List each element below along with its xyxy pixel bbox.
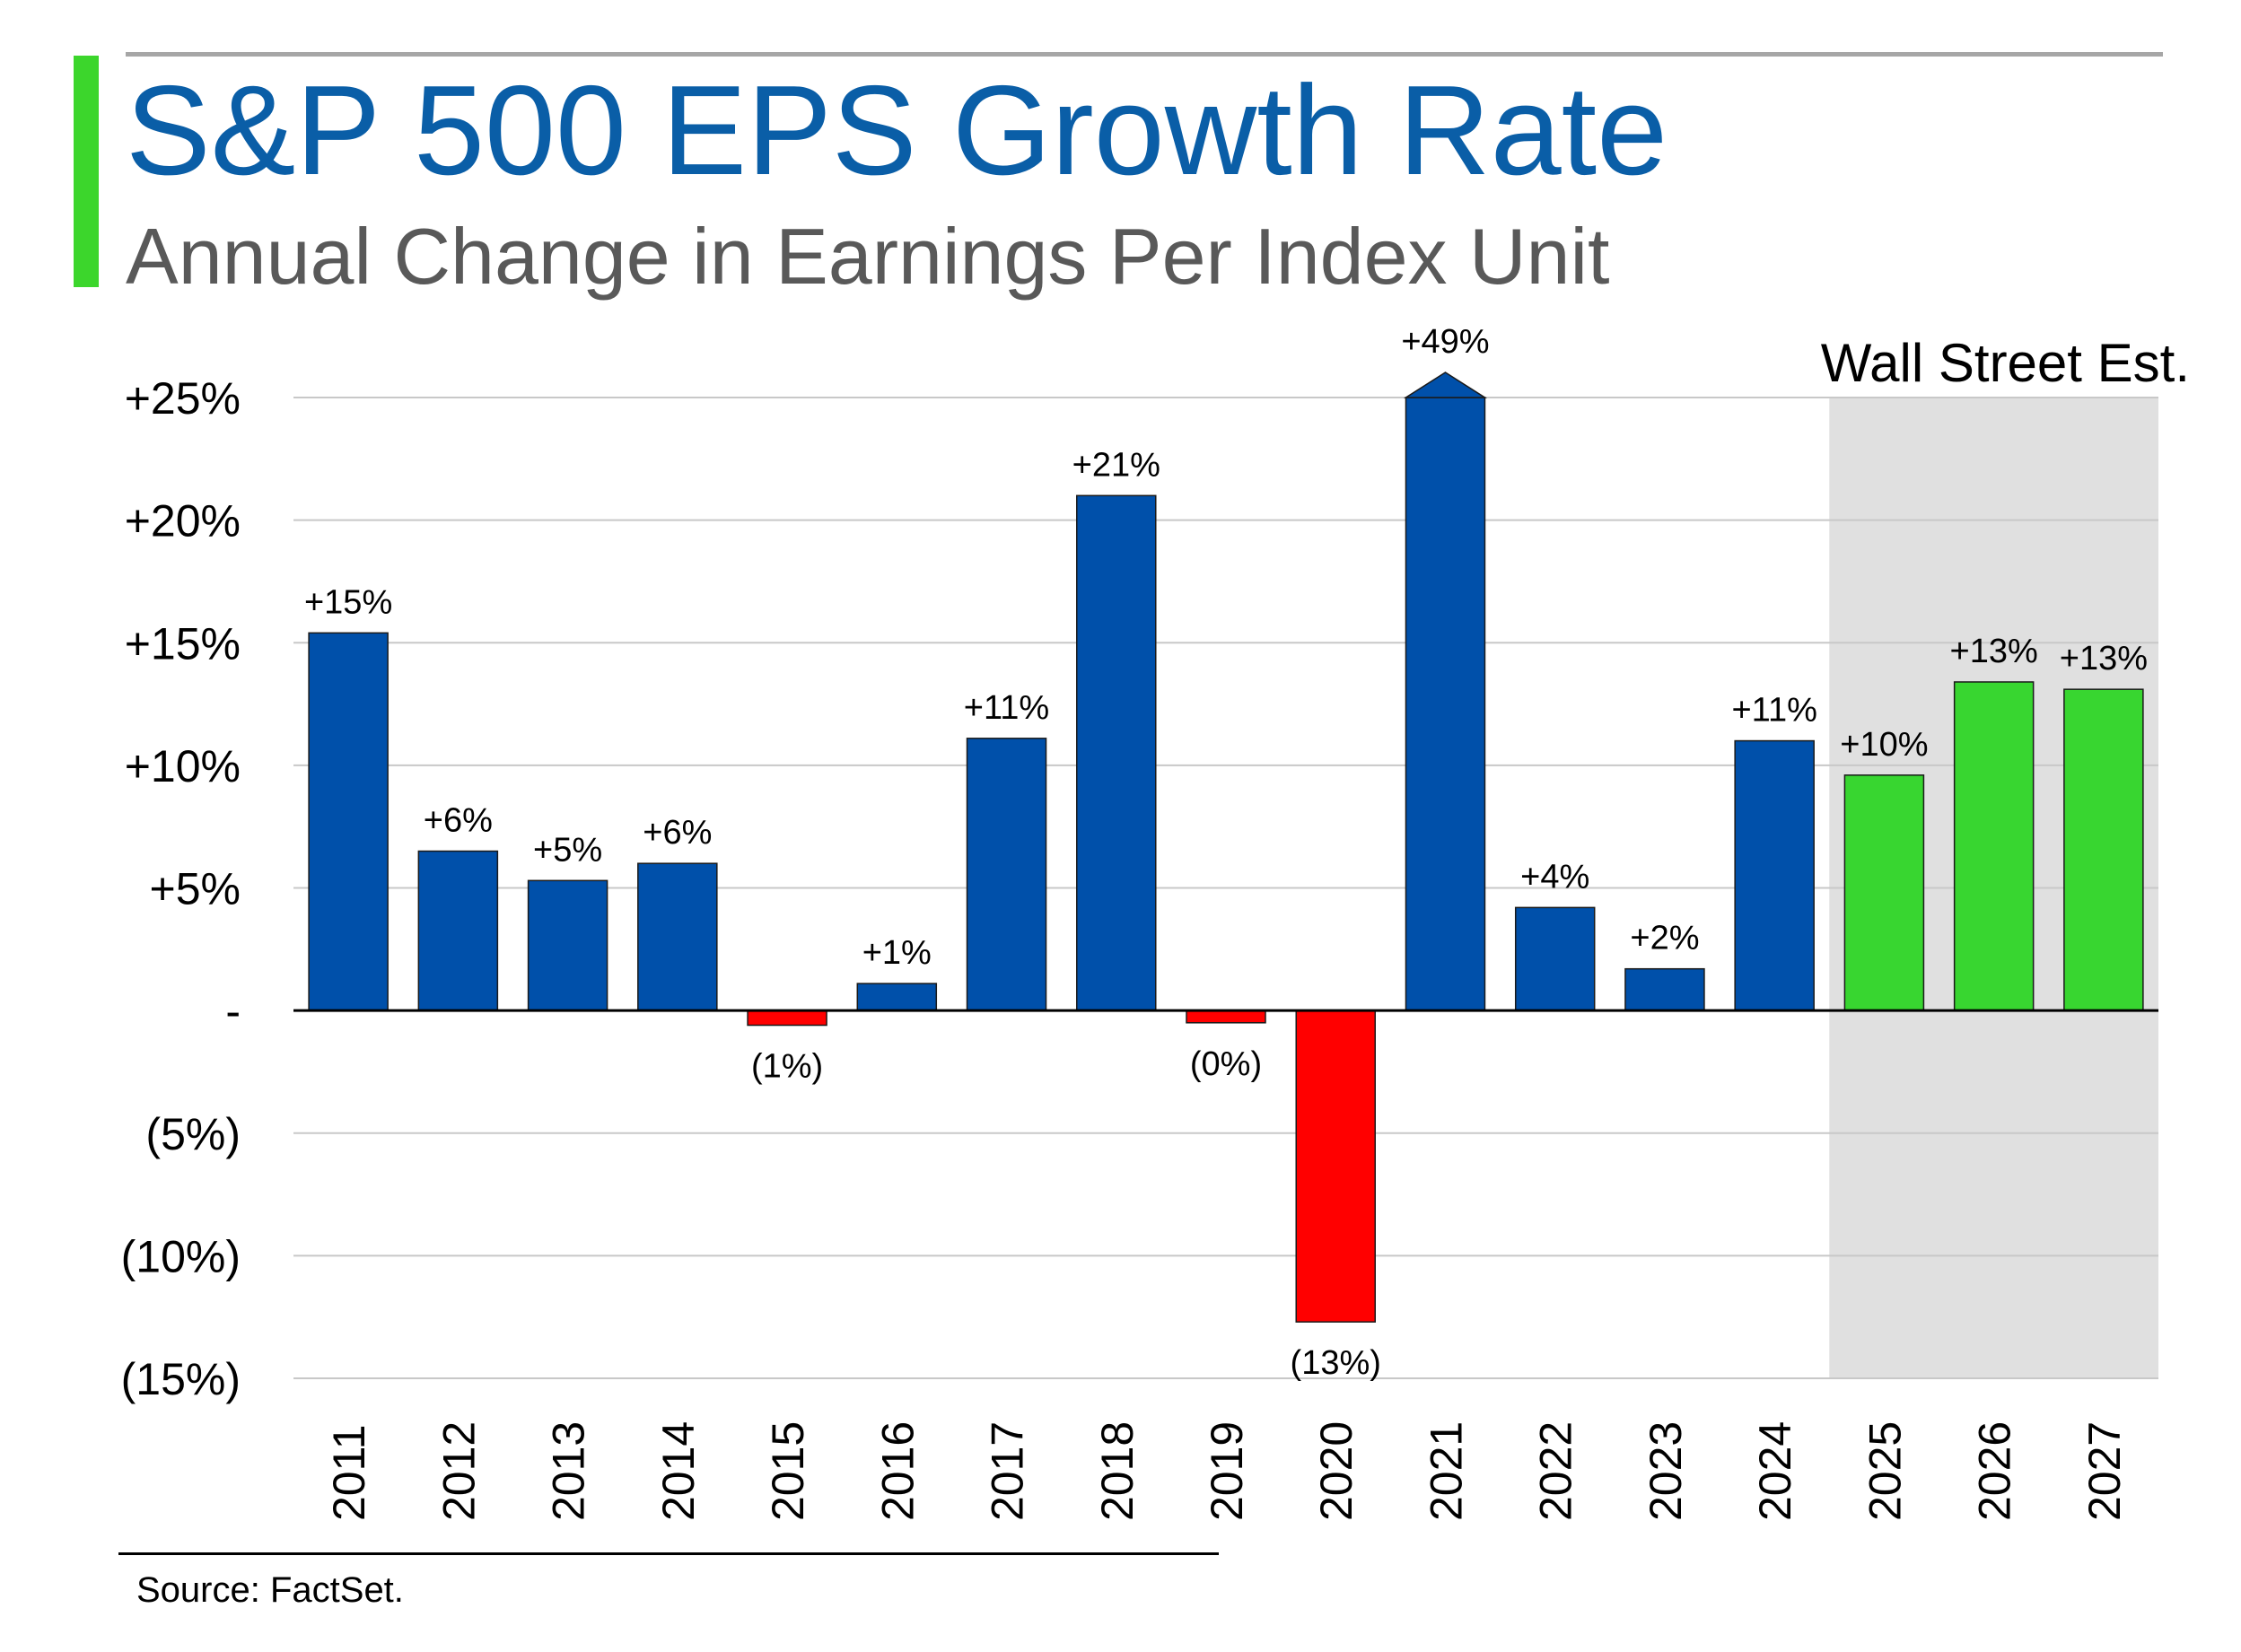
y-tick-label: +5%	[150, 864, 241, 914]
bar-2017	[966, 738, 1047, 1011]
bar-2023	[1624, 967, 1705, 1011]
x-tick-label-2018: 2018	[1092, 1421, 1142, 1521]
data-label-2025: +10%	[1840, 726, 1928, 764]
data-label-2016: +1%	[862, 934, 932, 972]
x-tick-label-2024: 2024	[1750, 1421, 1800, 1521]
bar-2013	[527, 879, 608, 1011]
x-tick-label-2025: 2025	[1860, 1421, 1910, 1521]
y-tick-label: +20%	[125, 496, 241, 546]
data-label-2013: +5%	[533, 831, 602, 869]
bar-2021	[1405, 397, 1486, 1011]
x-tick-label-2014: 2014	[653, 1421, 704, 1521]
bar-2025	[1843, 774, 1925, 1011]
y-tick-label: +25%	[125, 373, 241, 424]
title-top-rule	[126, 52, 2163, 57]
data-label-2027: +13%	[2060, 640, 2148, 677]
data-label-2017: +11%	[964, 689, 1049, 727]
bar-2020	[1295, 1010, 1376, 1323]
bar-2027	[2063, 688, 2144, 1011]
bar-2026	[1953, 681, 2035, 1011]
bar-2024	[1734, 739, 1815, 1011]
data-label-2011: +15%	[304, 583, 392, 621]
bar-2019	[1186, 1010, 1266, 1024]
data-label-2018: +21%	[1072, 446, 1160, 484]
x-tick-label-2011: 2011	[324, 1424, 374, 1521]
x-tick-label-2022: 2022	[1531, 1421, 1581, 1521]
data-label-2012: +6%	[424, 802, 493, 840]
y-tick-label: -	[225, 986, 241, 1036]
bar-2014	[637, 862, 718, 1011]
bar-2012	[417, 850, 499, 1011]
x-tick-label-2015: 2015	[763, 1421, 813, 1521]
x-tick-label-2027: 2027	[2079, 1421, 2130, 1521]
y-tick-label: (5%)	[145, 1109, 241, 1159]
estimate-label: Wall Street Est.	[1821, 333, 2190, 393]
y-tick-label: (10%)	[121, 1231, 241, 1281]
bar-2015	[747, 1010, 827, 1027]
x-tick-label-2020: 2020	[1311, 1421, 1361, 1521]
x-tick-label-2023: 2023	[1641, 1421, 1691, 1521]
data-label-2022: +4%	[1520, 858, 1589, 896]
data-label-2015: (1%)	[751, 1048, 823, 1086]
x-tick-label-2016: 2016	[872, 1421, 923, 1521]
data-label-2020: (13%)	[1291, 1344, 1381, 1382]
x-tick-label-2021: 2021	[1421, 1421, 1471, 1521]
data-label-2024: +11%	[1731, 692, 1816, 730]
bar-2018	[1076, 494, 1157, 1011]
x-tick-label-2017: 2017	[983, 1421, 1033, 1521]
bar-2022	[1514, 906, 1596, 1011]
chart-subtitle: Annual Change in Earnings Per Index Unit	[126, 212, 1610, 301]
bar-2011	[308, 632, 389, 1011]
chart-title: S&P 500 EPS Growth Rate	[126, 59, 1668, 202]
x-tick-label-2013: 2013	[544, 1421, 594, 1521]
y-tick-label: +10%	[125, 741, 241, 791]
data-label-2023: +2%	[1630, 920, 1699, 957]
data-label-2014: +6%	[643, 814, 712, 852]
bar-2016	[856, 983, 938, 1011]
clip-arrow-2021	[1403, 371, 1488, 398]
data-label-2021: +49%	[1401, 323, 1489, 361]
y-tick-label: +15%	[125, 618, 241, 669]
y-tick-label: (15%)	[121, 1354, 241, 1404]
x-tick-label-2012: 2012	[433, 1421, 484, 1521]
accent-bar	[74, 56, 99, 287]
source-note: Source: FactSet.	[136, 1570, 404, 1610]
x-tick-label-2026: 2026	[1970, 1421, 2020, 1521]
data-label-2019: (0%)	[1190, 1045, 1262, 1083]
data-label-2026: +13%	[1950, 633, 2038, 670]
source-rule	[118, 1552, 1219, 1555]
x-tick-label-2019: 2019	[1202, 1421, 1252, 1521]
